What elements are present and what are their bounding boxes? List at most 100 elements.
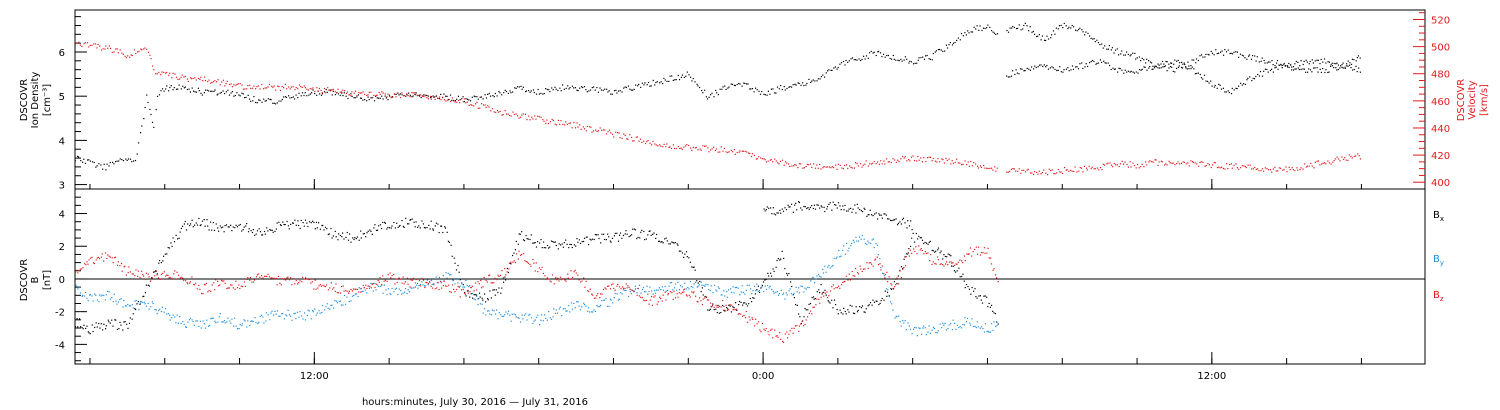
b-field-point [171, 277, 173, 279]
b-field-point [462, 286, 464, 288]
velocity-point [836, 168, 838, 170]
b-field-point [937, 247, 940, 249]
b-field-point [983, 247, 985, 249]
velocity-point [1112, 166, 1114, 168]
ion-density-point [89, 160, 91, 162]
ion-density-point [1011, 27, 1013, 29]
b-field-point [367, 230, 369, 232]
velocity-point [562, 123, 564, 125]
b-field-point [688, 257, 690, 259]
velocity-point [680, 147, 682, 149]
b-field-point [280, 224, 282, 227]
ion-density-point [596, 87, 598, 89]
b-field-point [454, 262, 456, 264]
b-field-point [641, 288, 643, 291]
ion-density-point [1243, 83, 1245, 85]
ion-density-point [565, 87, 567, 89]
b-field-point [275, 277, 277, 280]
b-field-point [450, 244, 452, 246]
ion-density-point [1200, 77, 1203, 79]
ion-density-point [1353, 59, 1355, 61]
ion-density-point [805, 84, 807, 86]
ion-density-point [1035, 35, 1038, 38]
ion-density-point [1141, 68, 1143, 70]
velocity-point [755, 158, 757, 160]
ion-density-point [789, 86, 791, 88]
velocity-point [298, 84, 301, 86]
b-field-point [767, 331, 769, 333]
b-field-point [696, 280, 698, 282]
b-field-point [720, 294, 722, 296]
b-field-point [721, 294, 723, 296]
velocity-point [970, 160, 972, 162]
b-field-point [979, 327, 981, 329]
ion-density-point [1133, 72, 1135, 74]
b-field-point [121, 270, 123, 272]
velocity-point [918, 159, 920, 161]
b-field-point [883, 275, 885, 277]
ion-density-point [1291, 69, 1293, 71]
b-field-point [821, 206, 823, 208]
b-field-point [391, 225, 393, 227]
b-field-point [742, 291, 744, 294]
b-field-point [673, 290, 675, 292]
b-field-point [715, 308, 717, 310]
ion-density-point [1305, 71, 1307, 73]
b-field-point [124, 321, 126, 323]
b-field-point [900, 277, 902, 279]
velocity-point [1027, 168, 1029, 170]
b-field-point [410, 279, 412, 281]
velocity-point [564, 124, 566, 126]
b-field-point [881, 297, 883, 300]
ion-density-point [1161, 60, 1164, 63]
b-field-point [609, 298, 612, 300]
b-field-point [358, 239, 360, 241]
ion-density-point [1342, 62, 1344, 64]
b-field-point [399, 224, 401, 227]
velocity-point [1110, 164, 1113, 166]
velocity-point [1205, 165, 1207, 167]
b-field-point [409, 286, 411, 288]
b-field-point [454, 291, 456, 293]
b-field-point [454, 283, 456, 285]
b-field-point [565, 280, 567, 282]
b-field-point [295, 224, 297, 226]
b-field-point [452, 279, 454, 281]
b-field-point [665, 299, 667, 301]
b-field-point [839, 256, 841, 258]
b-field-point [646, 285, 648, 287]
b-field-point [505, 279, 507, 281]
ion-density-point [1093, 38, 1095, 40]
ion-density-point [250, 100, 252, 102]
b-field-point [87, 263, 89, 265]
velocity-point [1252, 168, 1254, 170]
ion-density-point [1302, 68, 1304, 70]
b-field-point [429, 281, 431, 284]
ion-density-point [964, 32, 966, 34]
b-field-point [785, 292, 787, 294]
velocity-point [722, 150, 724, 152]
ion-density-point [1172, 70, 1174, 72]
ion-density-point [774, 92, 776, 94]
velocity-point [1012, 168, 1014, 170]
ion-density-point [666, 80, 668, 82]
b-field-point [244, 285, 246, 287]
b-field-point [358, 291, 360, 293]
b-field-point [546, 319, 548, 321]
b-field-point [117, 261, 119, 263]
b-field-point [761, 286, 763, 288]
b-field-point [154, 275, 156, 277]
velocity-point [231, 86, 233, 88]
ion-density-point [1081, 29, 1083, 31]
velocity-point [448, 98, 450, 101]
ion-density-point [170, 85, 172, 87]
ion-density-point [217, 93, 219, 95]
ion-density-point [956, 39, 958, 41]
ion-density-point [498, 90, 500, 93]
velocity-point [75, 43, 77, 45]
ion-density-point [499, 92, 501, 94]
b-field-point [813, 298, 815, 300]
b-field-point [252, 229, 254, 231]
b-field-point [505, 274, 507, 276]
velocity-point [487, 105, 489, 107]
